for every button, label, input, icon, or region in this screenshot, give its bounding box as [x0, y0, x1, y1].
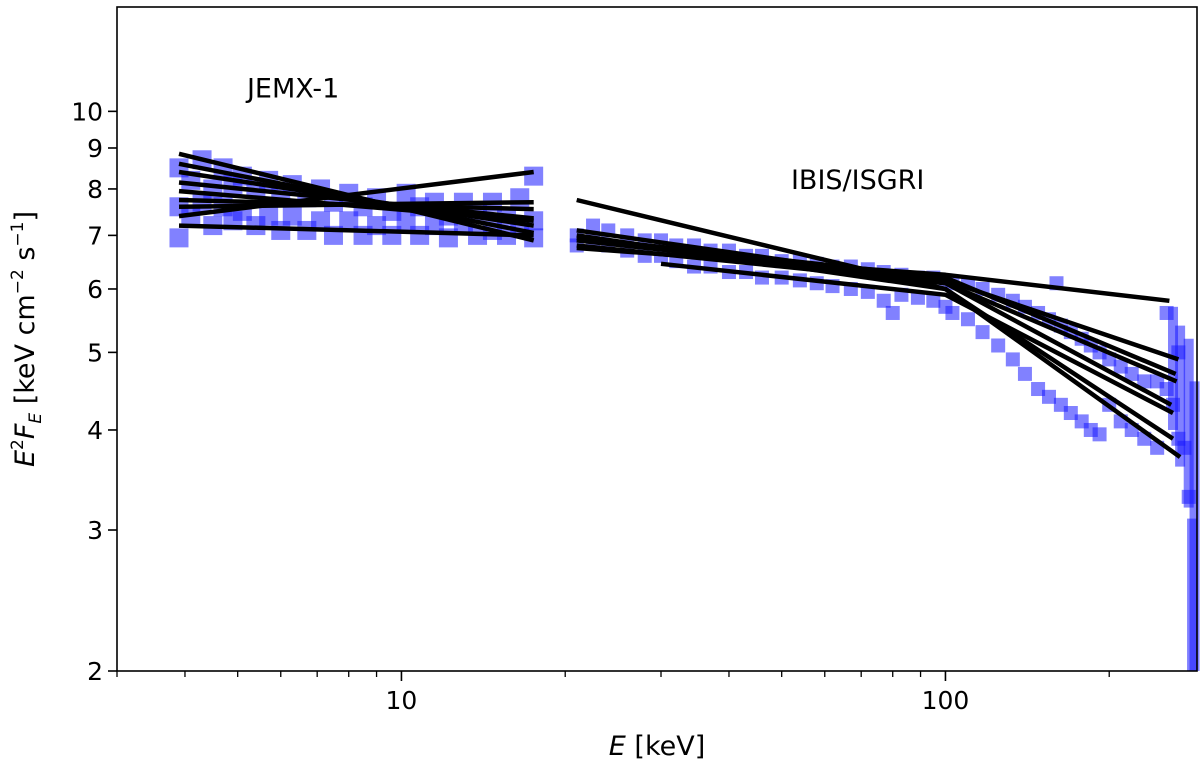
isgri-data-point [926, 293, 941, 308]
annotation-jemx: JEMX-1 [245, 74, 339, 105]
isgri-model-line [660, 261, 1175, 415]
x-axis-label: E [keV] [609, 731, 705, 762]
jemx-data-point [282, 206, 302, 226]
x-tick-label: 10 [386, 686, 418, 715]
y-axis-label-sup-cm: −2 [8, 269, 28, 294]
isgri-data-point [1031, 382, 1046, 397]
y-axis-label: E2FE [keV cm−2 s−1] [8, 211, 46, 467]
axes-layer: 10 100 2 3 4 5 6 7 8 9 10 [71, 97, 1110, 715]
isgri-error-bar [1187, 518, 1198, 671]
isgri-data-point [586, 218, 601, 233]
y-axis-label-f: F [10, 423, 41, 439]
isgri-model-line [576, 235, 1177, 376]
isgri-data-point [885, 305, 900, 320]
isgri-model-line [576, 238, 1180, 362]
y-tick-label: 6 [87, 275, 103, 304]
isgri-data-point [876, 293, 891, 308]
isgri-data-point [975, 325, 990, 340]
plot-frame [116, 6, 1198, 672]
isgri-data-point [1041, 389, 1056, 404]
y-axis-label-e: E [10, 450, 41, 467]
jemx-model-line [178, 169, 534, 219]
jemx-data-point [339, 211, 359, 231]
isgri-data-point [945, 305, 960, 320]
y-axis-label-sup-s: −1 [8, 221, 28, 246]
y-tick-label: 9 [87, 134, 103, 163]
y-tick-label: 10 [71, 97, 103, 126]
isgri-error-bar [1168, 306, 1179, 430]
jemx-data-point [524, 166, 544, 186]
annotation-isgri: IBIS/ISGRI [791, 165, 924, 196]
y-tick-label: 2 [87, 657, 103, 686]
isgri-data-point [991, 338, 1006, 353]
isgri-data-point [960, 312, 975, 327]
jemx-data-point [311, 211, 331, 231]
jemx-model-line [178, 199, 534, 210]
annotations-layer: JEMX-1 IBIS/ISGRI [245, 74, 924, 196]
y-axis-label-unit-c: ] [10, 211, 41, 222]
isgri-data-point [1113, 359, 1128, 374]
y-tick-label: 7 [87, 221, 103, 250]
x-axis-label-symbol: E [609, 731, 626, 762]
x-tick-label: 100 [922, 686, 970, 715]
y-tick-label: 5 [87, 338, 103, 367]
isgri-data-point [1005, 352, 1020, 367]
isgri-data-point [1137, 374, 1152, 389]
isgri-data-point [1092, 427, 1107, 442]
isgri-data-point [1017, 366, 1032, 381]
x-axis-label-unit: [keV] [626, 731, 705, 762]
isgri-error-bar [1183, 338, 1194, 508]
y-tick-label: 4 [87, 416, 103, 445]
jemx-data-point [259, 206, 279, 226]
y-axis-label-sub-e: E [26, 413, 46, 424]
y-axis-label-sup-2: 2 [8, 439, 28, 450]
isgri-data-point [1124, 366, 1139, 381]
model-lines-layer [178, 151, 1182, 459]
y-tick-label: 3 [87, 516, 103, 545]
y-axis-label-unit-a: [keV cm [10, 294, 41, 413]
jemx-model-line [178, 223, 534, 238]
isgri-model-line [576, 245, 1170, 304]
jemx-model-line [178, 180, 534, 221]
isgri-data-point [1063, 406, 1078, 421]
jemx-data-point [169, 228, 189, 248]
y-axis-label-unit-b: s [10, 247, 41, 270]
isgri-error-bar [1175, 325, 1186, 467]
y-tick-label: 8 [87, 175, 103, 204]
